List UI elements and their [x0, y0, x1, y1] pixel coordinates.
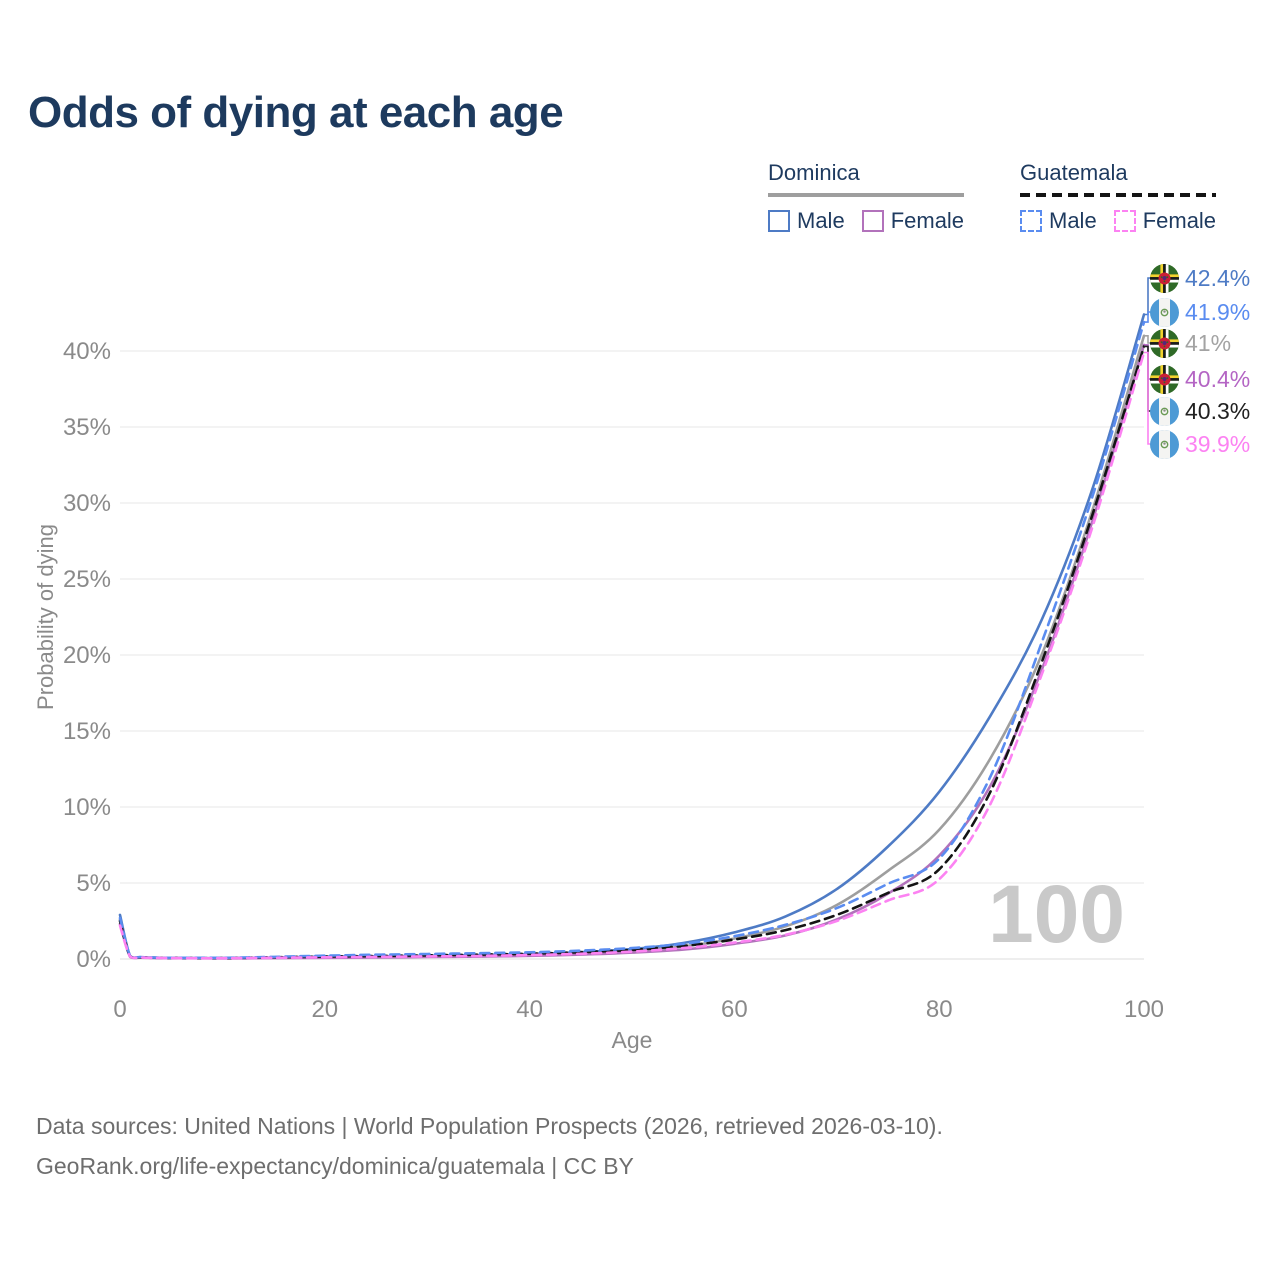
dominica-line-style-sample: [768, 193, 965, 197]
legend-label: Male: [797, 208, 845, 233]
source-line: Data sources: United Nations | World Pop…: [36, 1113, 943, 1139]
series-line-dominica-male: [118, 313, 1146, 960]
end-value: 42.4%: [1185, 264, 1251, 291]
end-value: 41.9%: [1185, 298, 1251, 325]
end-label-guatemala-both: 40.3%: [1150, 396, 1250, 426]
attribution-line: GeoRank.org/life-expectancy/dominica/gua…: [36, 1153, 634, 1179]
dominica-male-swatch-icon: [768, 210, 790, 232]
x-tick-label: 100: [1124, 996, 1164, 1023]
dominica-flag-icon: [1150, 364, 1179, 394]
end-label-guatemala-male: 41.9%: [1150, 297, 1250, 327]
y-tick-label: 0%: [76, 946, 111, 973]
legend-toggle-guatemala-female[interactable]: Female: [1113, 208, 1217, 234]
end-value: 40.4%: [1185, 365, 1251, 392]
y-tick-label: 20%: [63, 642, 111, 669]
series-line-dominica-female: [118, 343, 1146, 960]
guatemala-flag-icon: [1150, 429, 1179, 459]
y-tick-label: 30%: [63, 490, 111, 517]
y-tick-label: 15%: [63, 718, 111, 745]
legend-label: Female: [1142, 208, 1217, 233]
legend-label: Male: [1049, 208, 1097, 233]
y-tick-label: 40%: [63, 338, 111, 365]
end-label-dominica-male: 42.4%: [1150, 263, 1250, 293]
end-label-dominica-both: 41%: [1150, 328, 1231, 358]
x-tick-label: 80: [926, 996, 953, 1023]
current-age-marker: 100: [988, 869, 1125, 960]
legend-toggle-guatemala-male[interactable]: Male: [1020, 208, 1097, 234]
guatemala-line-style-sample: [1020, 193, 1217, 197]
series-line-dominica-both: [118, 334, 1146, 960]
legend-country-guatemala[interactable]: Guatemala: [1020, 160, 1128, 185]
data-source-note: Data sources: United Nations | World Pop…: [36, 1106, 943, 1186]
guatemala-flag-icon: [1150, 396, 1179, 426]
dominica-female-swatch-icon: [861, 210, 884, 232]
y-tick-label: 10%: [63, 794, 111, 821]
dominica-flag-icon: [1150, 328, 1179, 358]
y-tick-label: 35%: [63, 414, 111, 441]
x-axis-title: Age: [612, 1027, 653, 1053]
legend-group-guatemala: Guatemala Male Female: [1020, 160, 1217, 234]
dominica-flag-icon: [1150, 263, 1179, 293]
x-tick-label: 40: [516, 996, 543, 1023]
legend-group-dominica: Dominica Male Female: [768, 160, 965, 234]
end-value: 40.3%: [1185, 397, 1251, 424]
y-tick-label: 25%: [63, 566, 111, 593]
end-label-dominica-female: 40.4%: [1150, 364, 1250, 394]
legend-country-dominica[interactable]: Dominica: [768, 160, 860, 185]
end-value: 41%: [1185, 329, 1232, 356]
series-line-guatemala-male: [118, 320, 1146, 960]
series-line-guatemala-both: [118, 345, 1146, 960]
x-tick-label: 0: [113, 996, 126, 1023]
guatemala-female-swatch-icon: [1113, 210, 1136, 232]
legend-label: Female: [890, 208, 965, 233]
series-line-guatemala-female: [118, 351, 1146, 960]
legend-toggle-dominica-male[interactable]: Male: [768, 208, 845, 234]
x-tick-label: 20: [311, 996, 338, 1023]
guatemala-flag-icon: [1150, 297, 1179, 327]
x-tick-label: 60: [721, 996, 748, 1023]
y-tick-label: 5%: [76, 870, 111, 897]
end-label-guatemala-female: 39.9%: [1150, 429, 1250, 459]
end-value: 39.9%: [1185, 430, 1251, 457]
page-title: Odds of dying at each age: [28, 88, 564, 137]
guatemala-male-swatch-icon: [1020, 210, 1042, 232]
legend-toggle-dominica-female[interactable]: Female: [861, 208, 965, 234]
